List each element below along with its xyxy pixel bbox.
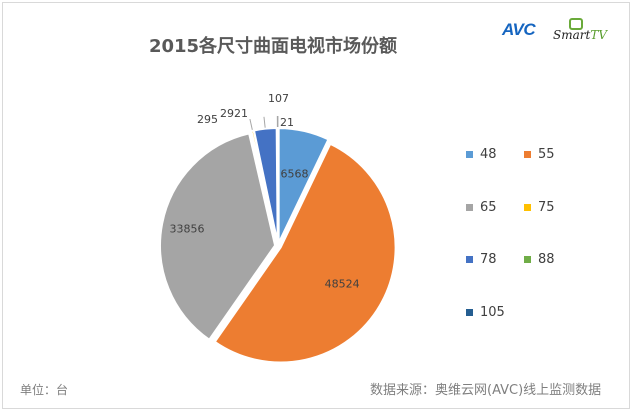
legend-label-88: 88	[538, 252, 555, 267]
pie-slice-55	[213, 142, 397, 364]
avc-logo: AVC	[502, 20, 536, 39]
legend-swatch-55	[524, 151, 531, 158]
data-label-105: 21	[280, 116, 294, 129]
legend-label-48: 48	[480, 147, 497, 162]
data-label-78: 2921	[220, 107, 248, 120]
chart-title: 2015各尺寸曲面电视市场份额	[148, 36, 398, 57]
data-label-88: 107	[268, 92, 289, 105]
pie-slice-65	[159, 132, 277, 342]
pie-slices	[159, 126, 397, 364]
data-label-48: 6568	[280, 168, 308, 181]
legend-swatch-78	[466, 256, 473, 263]
legend-swatch-88	[524, 256, 531, 263]
legend: 48 55 65 75 78 88 105	[466, 147, 555, 320]
legend-label-55: 55	[538, 147, 555, 162]
leader-line-78	[263, 116, 266, 128]
data-labels: 6568 48524 33856 295 2921 107 21	[169, 92, 359, 290]
smart-tv-logo-icon	[569, 18, 583, 30]
data-label-65: 33856	[169, 222, 204, 235]
legend-label-78: 78	[480, 252, 497, 267]
source-note: 数据来源：奥维云网(AVC)线上监测数据	[370, 383, 602, 398]
leader-line-75	[249, 118, 253, 130]
data-label-75: 295	[197, 113, 218, 126]
smart-tv-logo-tv: TV	[590, 28, 607, 42]
unit-note: 单位：台	[20, 383, 69, 397]
legend-label-75: 75	[538, 200, 555, 215]
legend-swatch-75	[524, 204, 531, 211]
smart-tv-logo-smart: Smart	[553, 28, 591, 42]
legend-label-65: 65	[480, 200, 497, 215]
legend-swatch-65	[466, 204, 473, 211]
data-label-55: 48524	[325, 277, 360, 290]
smart-tv-logo: SmartTV	[553, 28, 607, 42]
legend-swatch-48	[466, 151, 473, 158]
legend-swatch-105	[466, 309, 473, 316]
leader-lines	[249, 115, 279, 130]
legend-label-105: 105	[480, 305, 505, 320]
